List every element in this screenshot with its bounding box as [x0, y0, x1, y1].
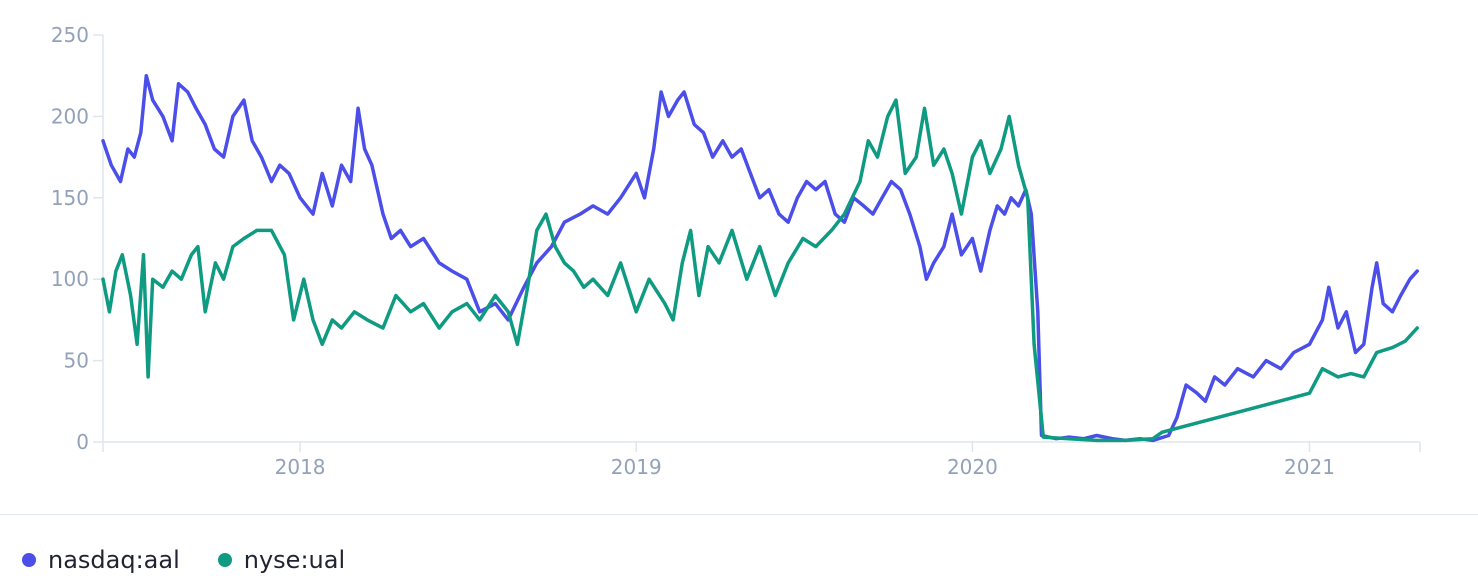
series-line-nasdaq-aal: [101, 73, 1419, 443]
x-tick-label: 2018: [275, 455, 326, 479]
x-tick-label: 2020: [947, 455, 998, 479]
y-tick-label: 250: [51, 23, 89, 47]
legend-label: nyse:ual: [243, 546, 346, 574]
line-chart: 0 50 100 150 200 250 2018 2019 2020 2021: [51, 23, 1421, 479]
series-line-nyse-ual: [101, 98, 1419, 443]
x-tick-label: 2019: [611, 455, 662, 479]
y-tick-label: 0: [76, 430, 89, 454]
x-tick-label: 2021: [1284, 455, 1335, 479]
y-tick-label: 50: [64, 349, 89, 373]
legend-dot-icon: [22, 553, 36, 567]
legend-label: nasdaq:aal: [48, 546, 180, 574]
y-tick-label: 100: [51, 267, 89, 291]
chart-area: 0 50 100 150 200 250 2018 2019 2020 2021: [51, 23, 1421, 479]
legend: nasdaq:aal nyse:ual: [22, 546, 345, 574]
y-tick-label: 200: [51, 104, 89, 128]
legend-item-nyse-ual[interactable]: nyse:ual: [217, 546, 346, 574]
legend-dot-icon: [217, 553, 232, 567]
y-tick-label: 150: [51, 186, 89, 210]
legend-divider: [0, 514, 1478, 515]
legend-item-nasdaq-aal[interactable]: nasdaq:aal: [22, 546, 180, 574]
